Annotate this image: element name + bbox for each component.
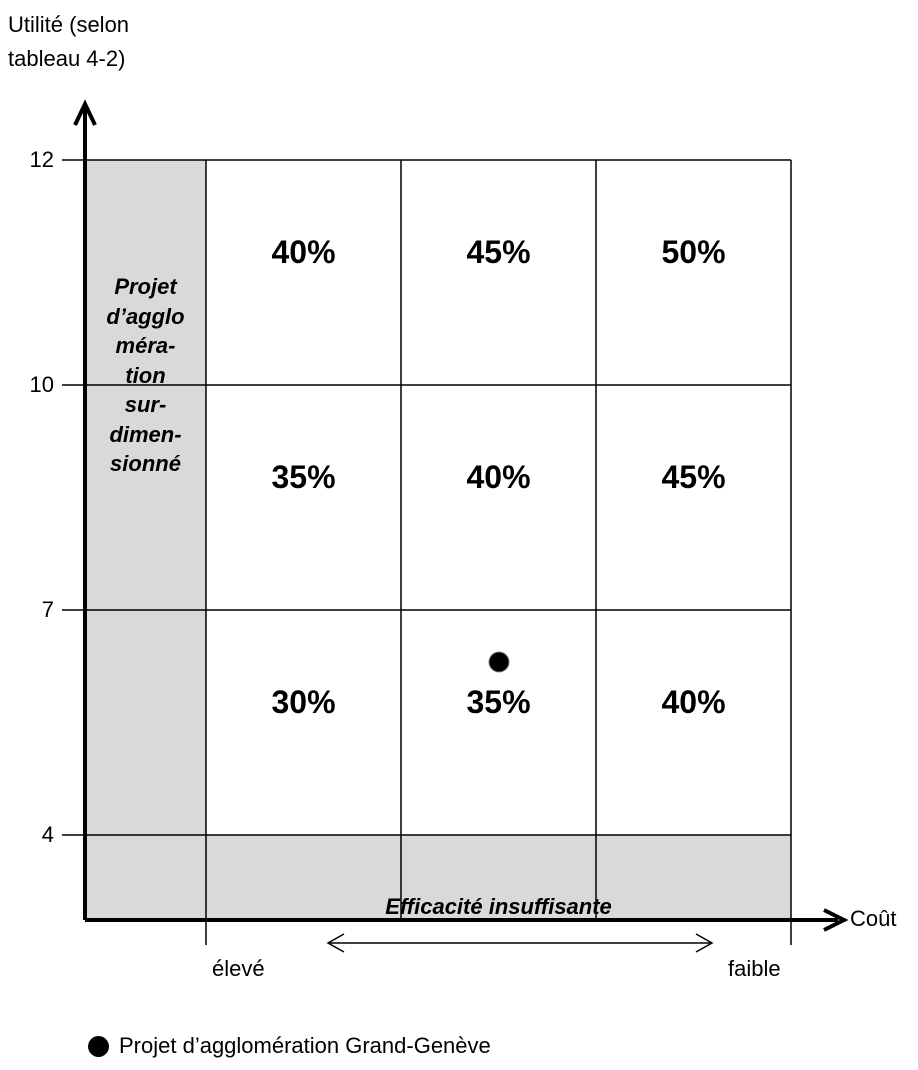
y-tick-7: 7 [41,597,54,622]
legend-label: Projet d’agglomération Grand-Genève [119,1033,491,1058]
cell-r3-c2: 35% [466,684,531,720]
oversized-project-label: Projet d’agglo méra- tion sur- dimen- si… [85,272,206,479]
insufficient-efficiency-label: Efficacité insuffisante [385,894,612,919]
y-tick-10: 10 [29,372,54,397]
cell-r2-c3: 45% [661,459,726,495]
x-axis-right-label: faible [728,956,781,981]
y-axis-label-line1: Utilité (selon [8,12,130,37]
cell-r2-c2: 40% [466,459,531,495]
legend-marker-icon [88,1035,109,1057]
oversized-label-line: tion [125,362,166,388]
left-gray-region [85,160,206,920]
cell-r1-c2: 45% [466,234,531,270]
oversized-label-line: dimen- [109,421,182,447]
oversized-label-line: Projet [114,274,177,299]
oversized-label-line: sur- [124,392,167,417]
y-axis-label: Utilité (selon tableau 4-2) [8,8,129,76]
cell-r1-c1: 40% [271,234,336,270]
cost-range-arrowhead-left [326,933,345,953]
cost-range-arrowhead-right [695,933,714,953]
legend: Projet d’agglomération Grand-Genève [88,1033,491,1059]
cell-r2-c1: 35% [271,459,336,495]
x-axis-label: Coût [850,906,897,931]
grand-geneve-marker [488,651,510,673]
cell-r3-c3: 40% [661,684,726,720]
oversized-label-line: sionné [110,451,181,476]
y-axis-label-line2: tableau 4-2) [8,46,126,71]
cell-r3-c1: 30% [271,684,336,720]
x-axis-left-label: élevé [212,956,265,981]
oversized-label-line: d’agglo [106,303,185,329]
y-axis-arrowhead [73,99,97,126]
oversized-label-line: méra- [115,333,176,358]
bottom-gray-region [206,835,791,920]
y-tick-4: 4 [41,822,54,847]
x-axis-arrowhead [823,908,849,932]
y-tick-12: 12 [29,147,54,172]
cell-r1-c3: 50% [661,234,726,270]
